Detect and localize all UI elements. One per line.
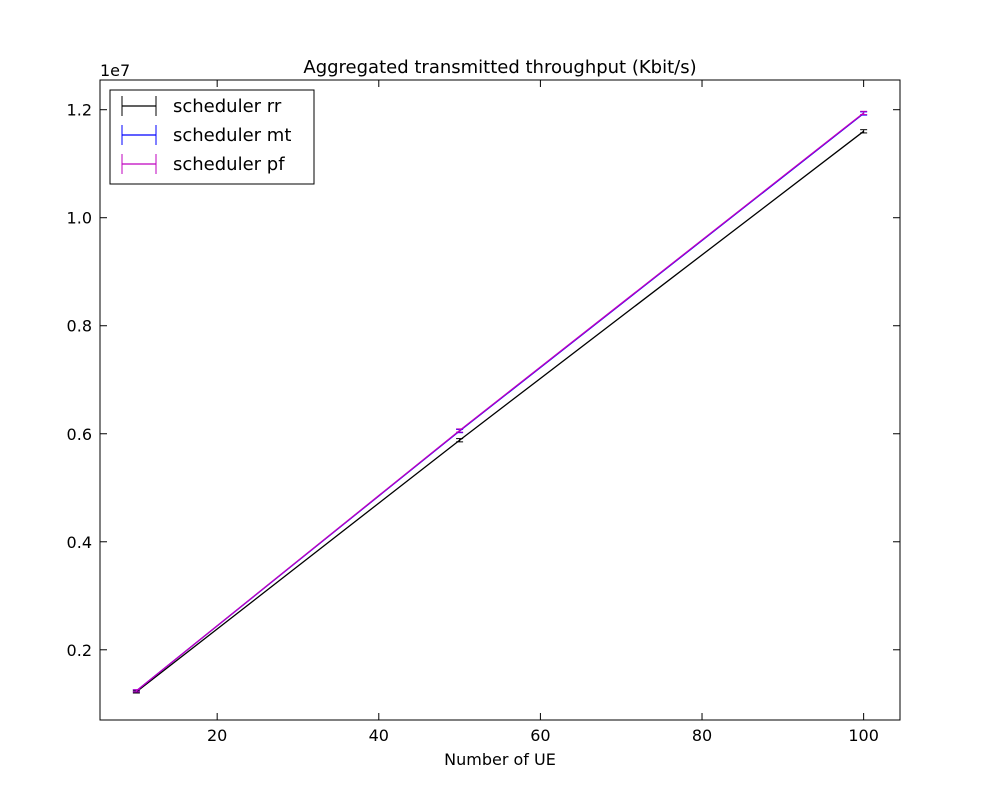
x-axis-label: Number of UE xyxy=(444,750,556,769)
error-bar xyxy=(456,428,464,433)
error-bar xyxy=(456,438,464,443)
legend-label: scheduler rr xyxy=(173,96,282,117)
legend-entry: scheduler rr xyxy=(121,96,282,117)
legend-entry: scheduler mt xyxy=(121,125,291,146)
chart-title: Aggregated transmitted throughput (Kbit/… xyxy=(303,57,696,78)
x-tick-label: 20 xyxy=(207,726,227,745)
series-layer xyxy=(132,110,868,694)
y-tick-label: 1.2 xyxy=(67,101,92,120)
y-tick-label: 0.8 xyxy=(67,317,92,336)
legend-label: scheduler pf xyxy=(173,154,285,175)
error-bar xyxy=(132,689,140,693)
x-tick-label: 60 xyxy=(530,726,550,745)
error-bar xyxy=(860,110,868,116)
x-tick-label: 100 xyxy=(848,726,879,745)
ticks-layer: 20 40 60 80 100 0.2 0.4 0.6 0.8 1.0 1.2 xyxy=(67,80,900,745)
legend-entry: scheduler pf xyxy=(121,154,285,175)
y-tick-label: 0.6 xyxy=(67,425,92,444)
y-tick-label: 0.4 xyxy=(67,533,92,552)
error-bar xyxy=(860,129,868,134)
y-tick-label: 1.0 xyxy=(67,209,92,228)
legend: scheduler rr scheduler mt scheduler pf xyxy=(109,89,315,185)
y-offset-label: 1e7 xyxy=(100,61,130,80)
x-tick-label: 40 xyxy=(369,726,389,745)
plot-frame xyxy=(99,79,901,721)
y-tick-label: 0.2 xyxy=(67,641,92,660)
x-tick-label: 80 xyxy=(692,726,712,745)
legend-label: scheduler mt xyxy=(173,125,291,146)
